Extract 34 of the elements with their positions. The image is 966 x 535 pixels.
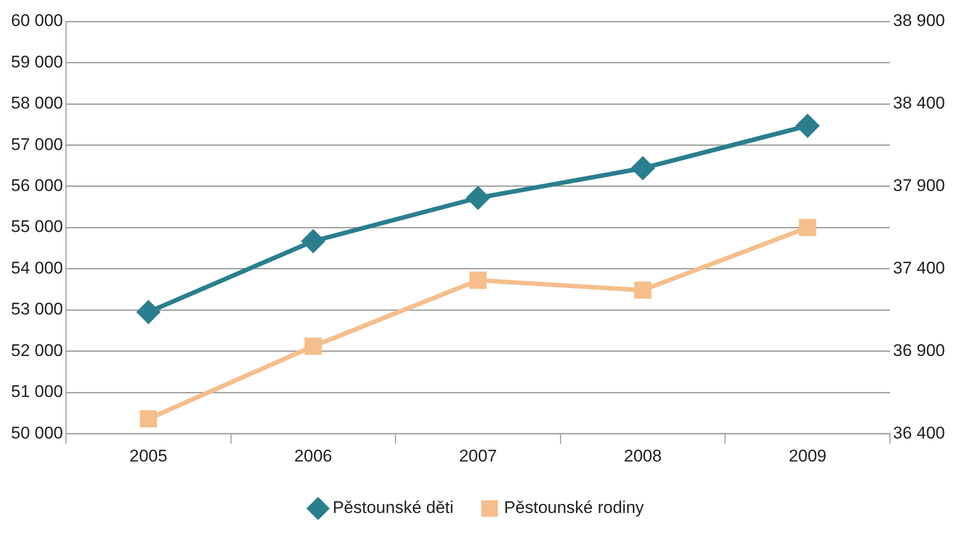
y-tick-label: 50 000 [10, 423, 63, 442]
x-tick-label: 2006 [294, 446, 332, 466]
y-tick-label: 52 000 [10, 340, 63, 360]
y-tick-label: 56 000 [10, 176, 63, 196]
x-tick-label: 2007 [459, 446, 497, 466]
y2-tick-label: 36 900 [893, 340, 946, 360]
point [796, 114, 819, 138]
y-tick-label: 51 000 [10, 382, 63, 402]
y2-tick-label: 38 400 [893, 94, 946, 113]
y-tick-label: 58 000 [10, 94, 63, 113]
point [798, 218, 816, 236]
point [137, 300, 160, 324]
y-tick-label: 55 000 [10, 217, 63, 236]
point [469, 272, 487, 289]
x-tick-label: 2008 [624, 446, 662, 466]
y2-tick-label: 38 900 [893, 11, 946, 30]
point [466, 186, 490, 210]
point [302, 230, 324, 252]
point [634, 282, 652, 299]
x-tick-label: 2009 [788, 446, 827, 466]
y2-tick-label: 37 400 [893, 258, 946, 278]
legend-label: Pěstounské rodiny [504, 498, 644, 518]
point [632, 156, 654, 180]
legend-label: Pěstounské děti [332, 498, 454, 518]
y-tick-label: 54 000 [10, 258, 63, 278]
y-tick-label: 60 000 [10, 11, 63, 30]
y-tick-label: 57 000 [10, 134, 63, 154]
point [140, 410, 158, 428]
y2-tick-label: 36 400 [893, 423, 946, 442]
y2-tick-label: 37 900 [893, 176, 946, 196]
x-tick-label: 2005 [129, 446, 168, 466]
y-tick-label: 59 000 [10, 52, 63, 72]
y-tick-label: 53 000 [10, 300, 63, 319]
point [304, 338, 322, 355]
